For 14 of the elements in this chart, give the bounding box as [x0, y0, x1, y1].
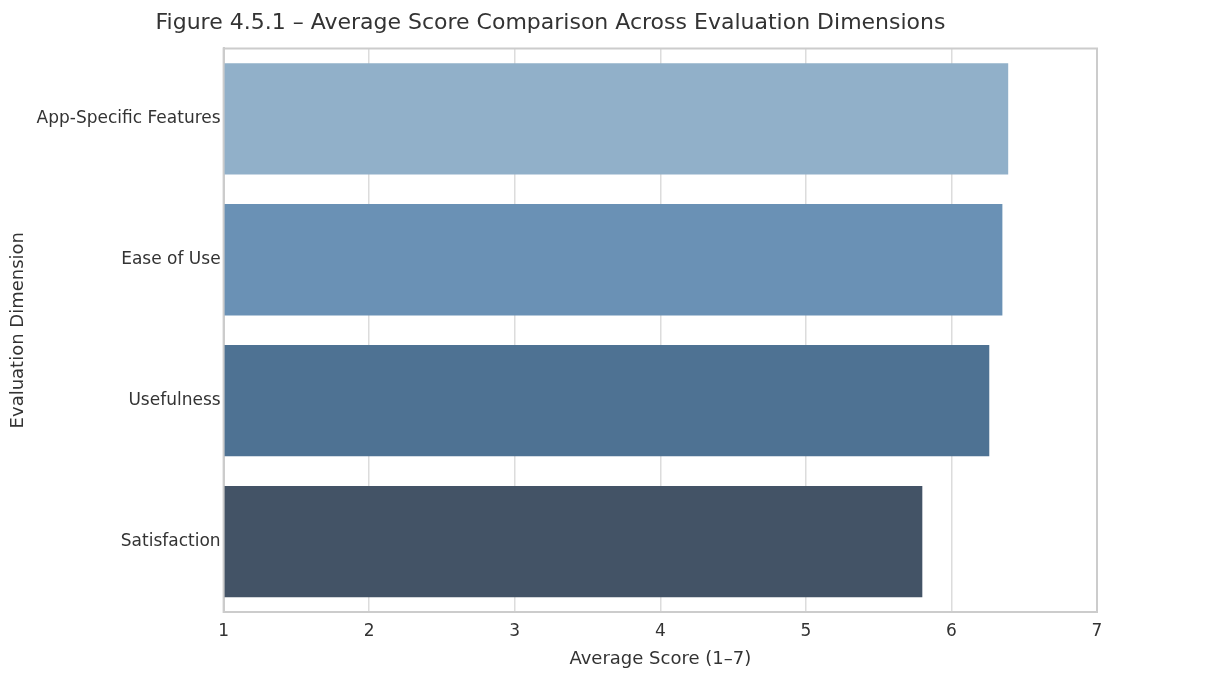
chart-title: Figure 4.5.1 – Average Score Comparison Across Evaluation Dimensions [155, 8, 946, 34]
y-tick-label: Usefulness [128, 389, 221, 410]
y-axis-title: Evaluation Dimension [6, 232, 28, 429]
x-tick-label: 1 [218, 619, 230, 640]
y-tick-label: App-Specific Features [36, 107, 221, 128]
x-tick-label: 5 [800, 619, 812, 640]
x-tick-label: 7 [1091, 619, 1103, 640]
x-axis-title: Average Score (1–7) [569, 646, 752, 668]
x-tick-label: 2 [363, 619, 375, 640]
x-tick-label: 6 [946, 619, 957, 640]
y-tick-label: Ease of Use [121, 248, 221, 269]
x-tick-label: 3 [509, 619, 521, 640]
x-tick-label: 4 [654, 619, 666, 640]
y-tick-label: Satisfaction [120, 529, 221, 550]
